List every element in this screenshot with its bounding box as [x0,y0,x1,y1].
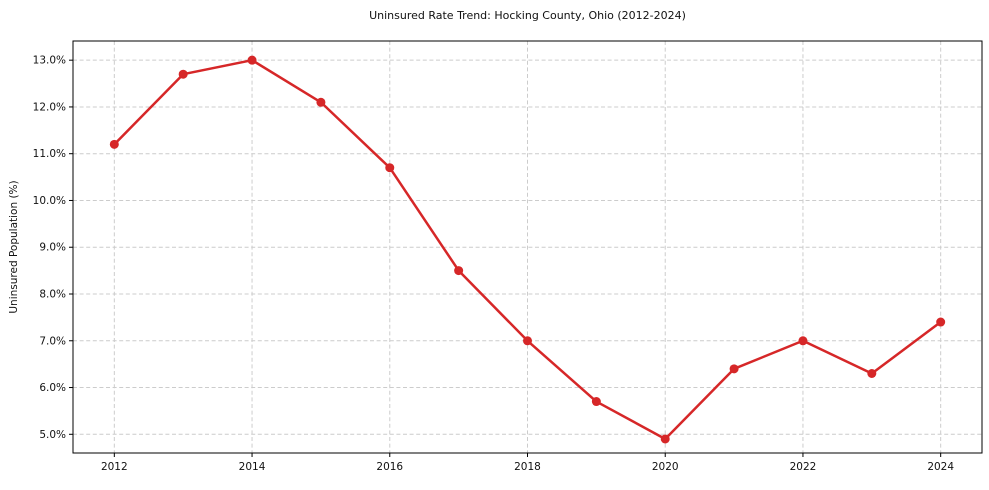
y-tick-label: 11.0% [33,148,66,160]
data-points [109,55,946,444]
gridlines [73,41,982,453]
x-tick-label: 2014 [239,461,266,473]
data-point [867,368,877,378]
data-point [523,336,532,346]
y-tick-label: 8.0% [39,288,66,300]
y-tick-label: 13.0% [33,55,66,67]
x-tick-label: 2024 [927,461,954,473]
data-point [729,364,739,374]
data-point [454,266,464,276]
x-tick-label: 2012 [101,461,128,473]
chart-title: Uninsured Rate Trend: Hocking County, Oh… [369,9,686,22]
y-tick-label: 6.0% [39,382,66,394]
y-tick-label: 12.0% [33,101,66,113]
y-tick-label: 5.0% [39,429,66,441]
data-point [316,97,326,107]
x-tick-label: 2016 [376,461,403,473]
x-tick-labels: 2012 2014 2016 2018 2020 2022 2024 [101,461,954,473]
data-point [660,434,670,444]
x-tick-label: 2018 [514,461,541,473]
y-tick-label: 10.0% [33,195,66,207]
tick-marks [69,59,942,457]
data-point [936,317,946,327]
y-tick-label: 7.0% [39,335,66,347]
data-point [591,397,601,407]
data-point [385,163,395,173]
data-point [109,139,119,149]
y-tick-label: 9.0% [39,242,66,254]
data-point [178,69,188,79]
x-tick-label: 2020 [652,461,679,473]
data-point [247,55,257,65]
x-tick-label: 2022 [790,461,817,473]
y-tick-labels: 5.0% 6.0% 7.0% 8.0% 9.0% 10.0% 11.0% 12.0% 13.0% [33,55,66,441]
data-point [798,336,808,346]
